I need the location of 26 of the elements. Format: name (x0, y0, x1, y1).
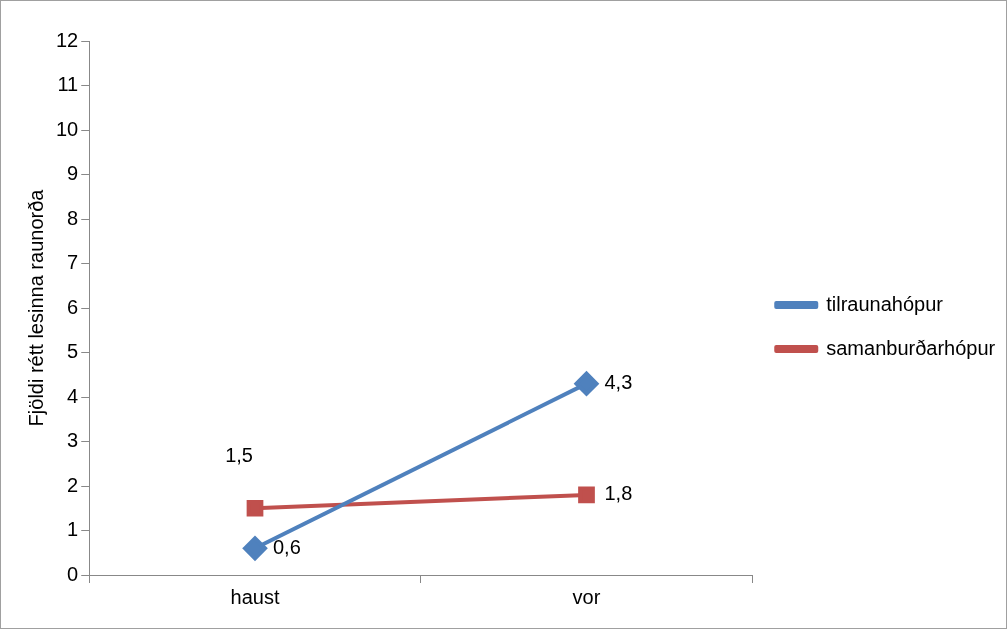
y-axis-title: Fjöldi rétt lesinna raunorða (24, 188, 47, 427)
y-tick-label: 9 (67, 162, 79, 185)
x-tick-label: vor (572, 585, 601, 608)
data-label: 4,3 (604, 371, 633, 394)
point (246, 499, 264, 517)
data-label: 1,5 (225, 443, 254, 466)
legend-label: samanburðarhópur (826, 336, 996, 359)
y-tick-label: 5 (67, 340, 79, 363)
y-tick-label: 11 (57, 73, 79, 96)
data-label: 0,6 (273, 535, 301, 558)
y-tick-label: 3 (67, 429, 79, 452)
y-tick-label: 10 (56, 117, 79, 140)
point (578, 486, 595, 504)
point (243, 536, 267, 561)
y-tick-label: 0 (67, 562, 79, 585)
y-tick-label: 2 (67, 473, 79, 496)
data-label: 1,8 (604, 482, 633, 505)
point (574, 371, 599, 396)
x-tick-label: haust (230, 585, 280, 608)
y-tick-label: 12 (56, 28, 79, 51)
y-tick-label: 6 (67, 295, 79, 318)
y-tick-label: 1 (67, 518, 79, 541)
legend-label: tilraunahópur (826, 292, 944, 315)
y-tick-label: 7 (67, 251, 79, 274)
y-tick-label: 8 (67, 206, 79, 229)
y-tick-label: 4 (67, 384, 79, 407)
